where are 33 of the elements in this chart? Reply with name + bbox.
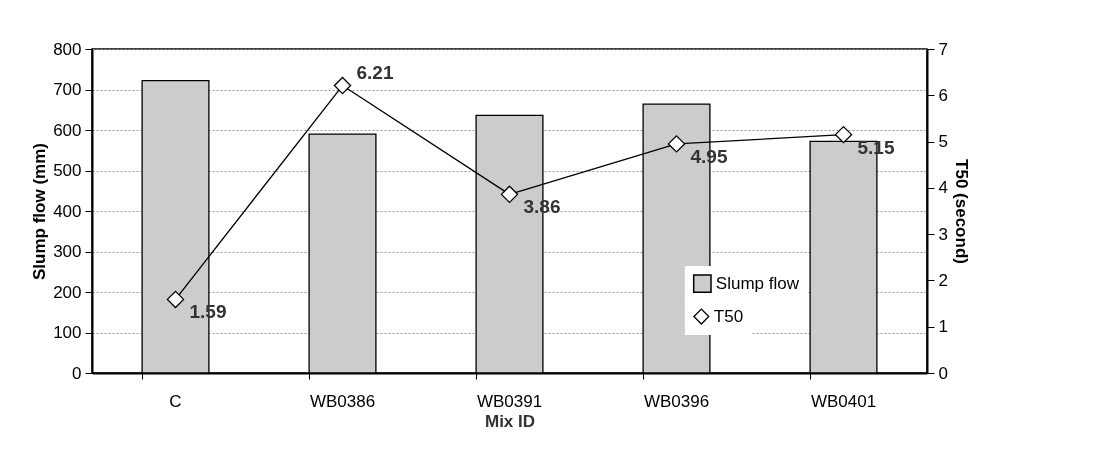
x-tick-label: WB0386 [309, 391, 376, 411]
y-tick-label: 400 [53, 201, 82, 221]
y2-tick-label: 5 [938, 132, 948, 152]
y2-tick-label: 1 [938, 317, 948, 337]
y-tick-label: 0 [72, 363, 82, 383]
y-tick-label: 200 [53, 282, 82, 302]
y2-tick-label: 2 [938, 270, 948, 290]
x-axis-title: Mix ID [484, 411, 536, 431]
y-axis-title: Slump flow (mm) [30, 143, 50, 280]
y-tick-label: 800 [53, 39, 82, 59]
y2-tick-label: 7 [938, 39, 948, 59]
y-tick-label: 700 [53, 80, 82, 99]
y2-axis-title: T50 (second) [951, 159, 971, 264]
y-tick-label: 500 [53, 161, 82, 180]
x-tick-label: WB0391 [476, 391, 543, 411]
x-tick-label: WB0396 [643, 391, 710, 411]
legend-label: Slump flow [715, 273, 800, 293]
y2-tick-label: 3 [938, 224, 948, 244]
point [500, 185, 519, 204]
point [667, 135, 686, 153]
data-label: 6.21 [356, 61, 394, 83]
point [166, 290, 185, 309]
y-tick-label: 600 [53, 120, 82, 140]
y2-tick-label: 4 [938, 178, 948, 198]
point [333, 76, 352, 95]
y-tick-label: 100 [53, 323, 82, 342]
y2-tick-label: 6 [938, 85, 948, 105]
point [834, 125, 853, 144]
x-tick-label: C [169, 391, 182, 411]
x-tick-label: WB0401 [810, 391, 877, 411]
y-tick-label: 300 [53, 242, 82, 261]
legend-label: T50 [713, 306, 744, 326]
y2-tick-label: 0 [938, 363, 948, 383]
